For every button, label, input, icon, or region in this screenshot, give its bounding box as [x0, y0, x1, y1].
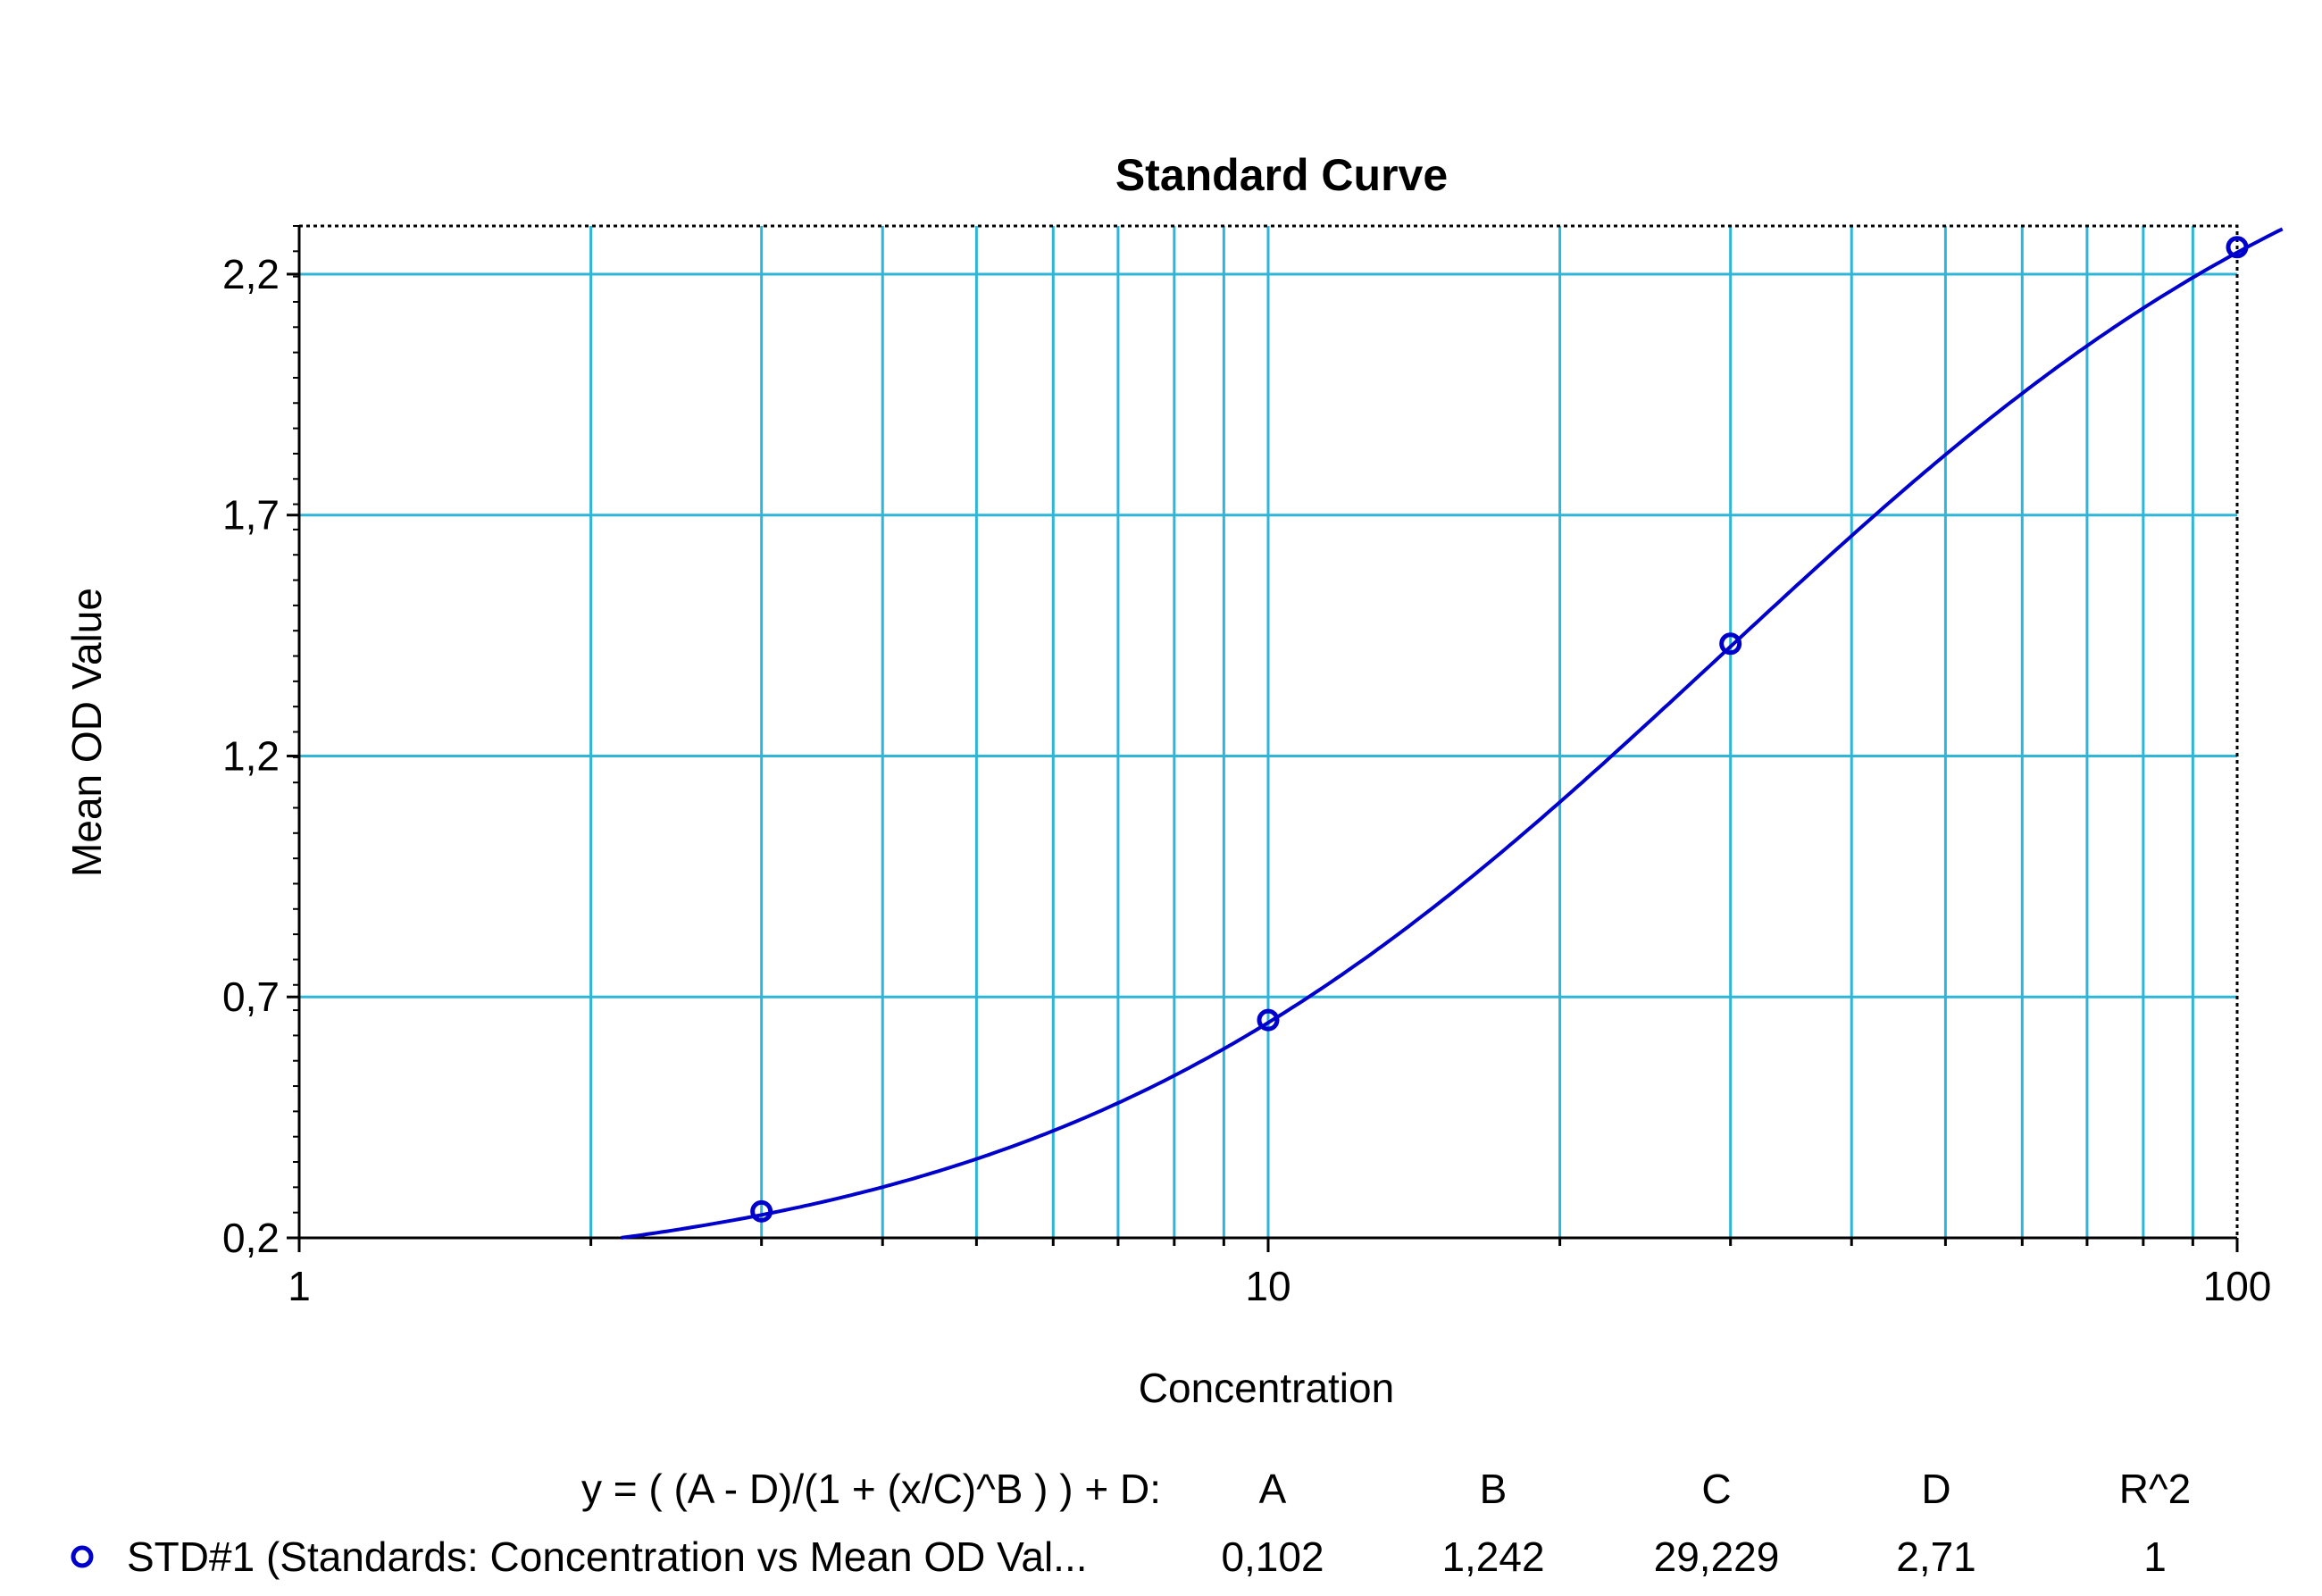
- grid: [299, 226, 2237, 1240]
- x-tick-label: 100: [2203, 1263, 2272, 1309]
- y-tick-label: 0,7: [222, 973, 280, 1020]
- data-point: [1257, 1008, 1280, 1032]
- x-axis-label: Concentration: [1139, 1365, 1394, 1411]
- param-header-d: D: [1921, 1466, 1950, 1512]
- param-header-c: C: [1701, 1466, 1731, 1512]
- data-point: [2226, 236, 2249, 259]
- param-value-c: 29,229: [1654, 1533, 1780, 1580]
- x-axis-ticks: 1 10 100: [288, 1238, 2271, 1309]
- fit-curve: [621, 227, 2284, 1240]
- param-value-r2: 1: [2143, 1533, 2167, 1580]
- legend-series-name: STD#1 (Standards: Concentration vs Mean …: [127, 1533, 1088, 1580]
- chart-title: Standard Curve: [1115, 150, 1448, 200]
- legend: y = ( (A - D)/(1 + (x/C)^B ) ) + D: A B …: [71, 1466, 2191, 1580]
- data-point: [750, 1199, 773, 1223]
- param-header-a: A: [1259, 1466, 1287, 1512]
- y-tick-label: 1,2: [222, 732, 280, 779]
- x-tick-label: 10: [1245, 1263, 1290, 1309]
- y-axis-ticks: 0,2 0,7 1,2 1,7 2,2: [222, 225, 299, 1261]
- param-header-r2: R^2: [2119, 1466, 2191, 1512]
- param-value-d: 2,71: [1896, 1533, 1976, 1580]
- y-tick-label: 2,2: [222, 251, 280, 297]
- y-tick-label: 0,2: [222, 1215, 280, 1261]
- data-point: [1719, 632, 1742, 656]
- legend-marker-icon: [71, 1545, 94, 1568]
- y-tick-label: 1,7: [222, 492, 280, 539]
- x-tick-label: 1: [288, 1263, 311, 1309]
- param-value-b: 1,242: [1441, 1533, 1544, 1580]
- y-axis-label: Mean OD Value: [63, 588, 110, 877]
- param-value-a: 0,102: [1221, 1533, 1324, 1580]
- fit-equation: y = ( (A - D)/(1 + (x/C)^B ) ) + D:: [581, 1466, 1161, 1512]
- param-header-b: B: [1480, 1466, 1508, 1512]
- data-points: [750, 236, 2249, 1223]
